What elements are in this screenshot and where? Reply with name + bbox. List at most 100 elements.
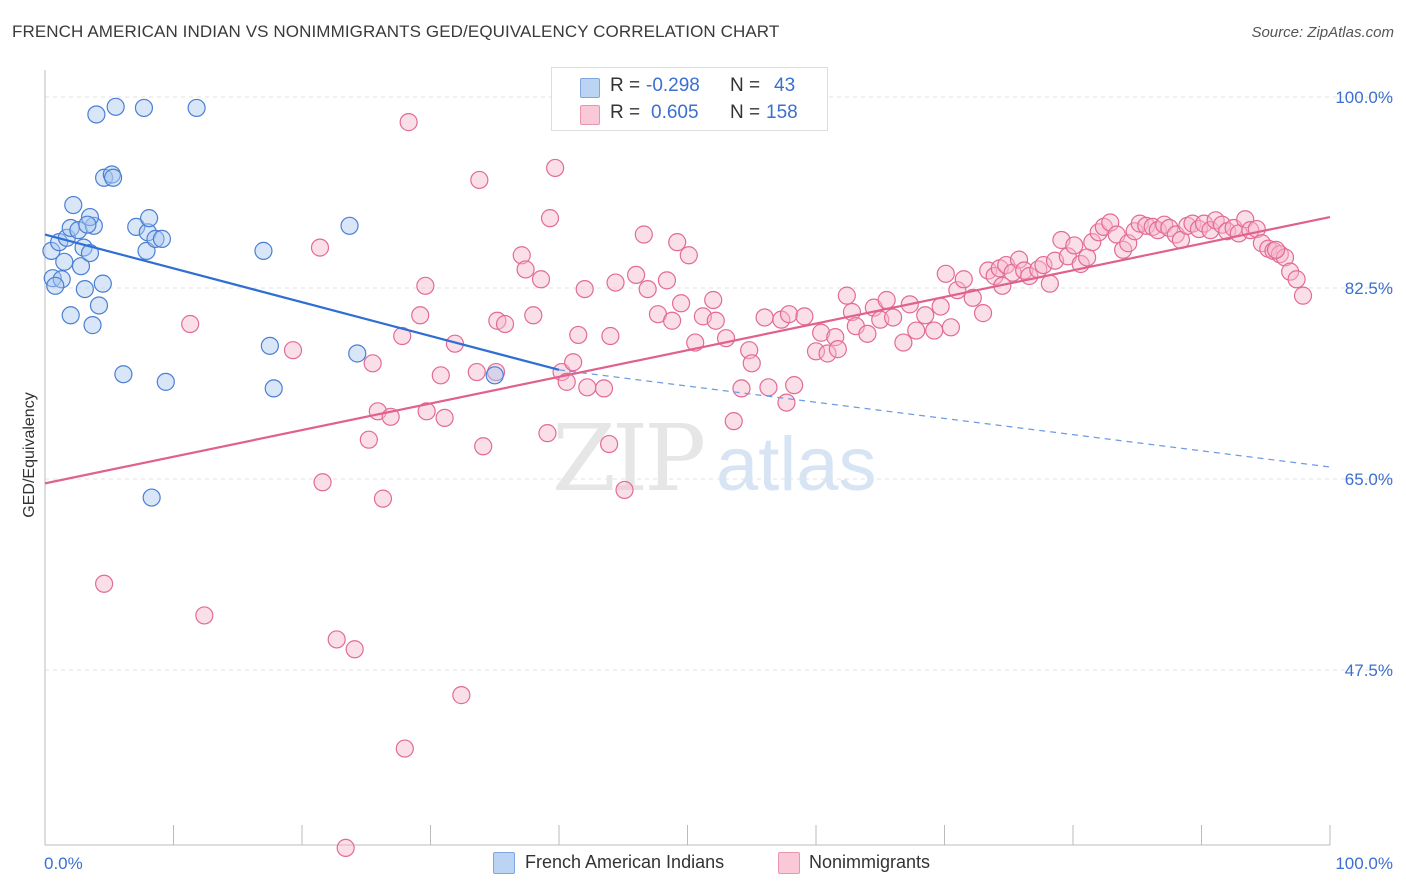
trend-line-blue [44,233,560,371]
scatter-point [142,488,161,507]
scatter-point [345,640,364,659]
scatter-point [474,437,493,456]
scatter-point [540,209,560,228]
scatter-point [93,274,112,293]
scatter-point [399,113,418,132]
scatter-point [114,365,133,384]
scatter-point [916,306,935,325]
scatter-point [52,270,71,289]
scatter-point [61,306,80,325]
scatter-point [1009,250,1029,269]
scatter-point [1078,248,1097,267]
scatter-point [1065,236,1084,255]
scatter-point [531,270,551,289]
scatter-point [615,480,634,500]
scatter-point [340,216,359,235]
scatter-point [564,353,583,372]
scatter-point [348,344,367,363]
scatter-point [755,308,774,327]
x-tick-label: 100.0% [1335,854,1393,873]
legend-box: R = -0.298 N = 43 R = 0.605 N = 158 [551,67,828,131]
scatter-point [313,473,332,492]
chart-title: FRENCH AMERICAN INDIAN VS NONIMMIGRANTS … [12,22,780,41]
scatter-point [779,305,799,324]
scatter-point [260,336,279,355]
scatter-point [1015,261,1034,280]
trend-line-blue-dashed [558,369,1331,468]
scatter-point [925,321,944,340]
legend-r-label: R = [610,102,641,123]
scatter-point [1089,223,1108,242]
trend-line-pink [44,215,1331,485]
scatter-point [84,216,103,235]
scatter-point [785,376,804,395]
legend-n-label: N = [730,102,761,123]
scatter-point [254,241,273,260]
scatter-point [638,279,657,299]
scatter-point [936,264,955,283]
scatter-point [662,311,682,330]
scatter-point [973,304,993,323]
scatter-point [104,168,123,187]
scatter-point [1194,214,1214,233]
scatter-point [359,430,378,449]
scatter-point [467,362,486,382]
legend-r-label: R = [610,75,641,96]
scatter-point [1040,274,1059,293]
scatter-point [327,630,346,649]
bottom-legend-swatch-pink [778,852,800,874]
scatter-point [411,306,430,325]
bottom-legend-swatch-blue [493,852,515,874]
scatter-point [485,366,504,385]
legend-r-value-pink: 0.605 [651,102,699,123]
x-tick-label: 0.0% [44,854,83,873]
scatter-point [106,97,125,116]
y-tick-labels: 47.5% 65.0% 82.5% 100.0% [1335,88,1393,680]
scatter-point [894,333,913,352]
legend-n-value-blue: 43 [774,75,796,96]
scatter-point [837,286,856,305]
scatter-point [907,321,926,340]
scatter-point [89,296,109,315]
scatter-point [931,297,950,316]
grid-lines [45,96,1395,671]
bottom-legend-label-blue: French American Indians [525,852,725,872]
scatter-point [310,238,330,257]
scatter-point [495,314,515,334]
scatter-point [777,393,796,412]
scatter-point [671,294,691,313]
legend-swatch-blue [580,78,600,98]
scatter-point [883,308,903,327]
scatter-point [858,324,877,343]
scatter-point [156,372,175,391]
bottom-legend-label-pink: Nonimmigrants [809,852,931,872]
y-axis-label: GED/Equivalency [21,392,38,518]
watermark-atlas: atlas [716,422,877,507]
scatter-point [557,372,576,391]
scatter-point [87,105,106,124]
scatter-point [1287,270,1306,289]
legend-swatch-pink [580,105,600,125]
scatter-point [626,265,646,285]
scatter-point [416,276,435,295]
scatter-point [828,340,847,359]
scatter-point [470,170,489,190]
scatter-point [187,98,206,118]
y-tick-label: 65.0% [1345,470,1393,489]
scatter-point [706,311,725,330]
watermark-zip: ZIP [552,405,703,512]
scatter-point [1281,262,1300,281]
scatter-point [1083,233,1102,252]
scatter-point [1293,286,1313,305]
scatter-point [75,279,94,299]
scatter-point [127,217,146,236]
scatter-point [373,489,393,508]
scatter-point [877,290,896,310]
scatter-point [1034,255,1053,275]
series-french-american-indians [42,97,504,507]
scatter-point [818,344,837,363]
legend-n-label: N = [730,75,761,96]
scatter-point [941,318,961,337]
scatter-point [1236,210,1255,229]
